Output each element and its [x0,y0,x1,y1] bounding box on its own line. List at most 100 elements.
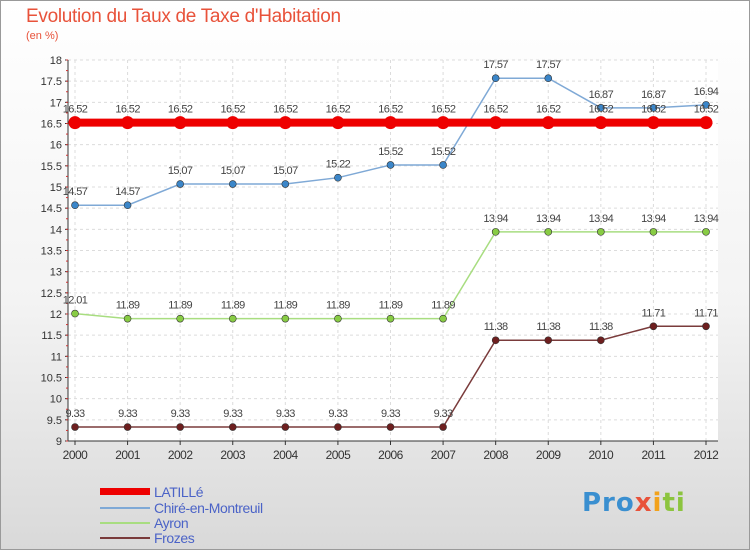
y-tick-label: 14.5 [41,203,62,215]
point-frozes [702,322,710,331]
x-tick-label: 2001 [115,448,141,462]
data-label-latille: 16.52 [63,104,88,116]
point-chire [544,74,553,83]
y-tick-label: 16.5 [41,119,62,131]
data-label-ayron: 11.89 [326,300,350,312]
data-label-latille: 16.52 [431,104,456,116]
data-label-ayron: 11.89 [379,300,403,312]
point-chire [439,161,447,169]
data-label-frozes: 9.33 [118,408,137,420]
data-label-latille: 16.52 [115,104,140,116]
data-label-chire: 15.07 [273,165,298,177]
data-label-frozes: 11.38 [484,321,508,333]
point-ayron [71,309,79,318]
data-label-latille: 16.52 [168,104,193,116]
legend-swatch-frozes [100,537,150,539]
point-latille [436,116,450,130]
point-ayron [491,228,500,236]
data-label-latille: 16.52 [694,104,719,116]
logo-part-ti: ti [662,488,686,518]
point-chire [334,173,342,182]
data-label-chire: 16.87 [589,89,614,101]
legend-label-chire: Chiré-en-Montreuil [154,500,263,516]
legend-swatch-chire [100,507,150,509]
y-tick-label: 15 [50,182,62,194]
data-label-chire: 14.57 [63,186,88,198]
point-frozes [597,336,605,345]
data-label-ayron: 13.94 [536,213,561,225]
point-chire [649,104,658,112]
data-label-frozes: 11.71 [642,307,666,319]
point-chire [176,180,184,188]
data-label-chire: 15.22 [326,159,351,171]
data-label-chire: 15.52 [431,146,456,158]
point-frozes [334,423,342,431]
x-tick-label: 2006 [378,448,404,462]
point-ayron [702,228,710,236]
y-tick-label: 14 [50,224,62,236]
data-label-chire: 14.57 [115,186,140,198]
point-latille [594,116,608,130]
point-frozes [439,423,447,431]
x-tick-label: 2008 [483,448,509,462]
point-ayron [281,314,290,323]
data-label-frozes: 9.33 [223,408,242,420]
data-label-latille: 16.52 [378,104,403,116]
data-label-ayron: 11.89 [221,300,245,312]
data-label-frozes: 11.38 [536,321,560,333]
y-tick-label: 10.5 [41,373,62,385]
point-ayron [123,314,132,323]
point-chire [228,180,237,188]
point-frozes [281,423,290,431]
chart-subtitle: (en %) [26,30,59,42]
x-tick-label: 2011 [642,448,667,462]
data-label-ayron: 13.94 [694,213,719,225]
point-frozes [228,423,237,431]
data-label-ayron: 11.89 [431,300,455,312]
data-label-chire: 15.07 [168,165,193,177]
data-label-ayron: 13.94 [589,213,614,225]
y-tick-label: 12.5 [41,288,62,300]
point-latille [331,116,345,130]
data-label-frozes: 9.33 [65,408,84,420]
point-frozes [649,322,658,331]
logo-part-x: x [634,488,653,518]
point-chire [386,161,395,169]
point-latille [173,116,187,130]
point-ayron [386,314,395,323]
y-tick-label: 17 [50,97,62,109]
point-ayron [176,314,184,323]
y-tick-label: 11 [51,351,62,363]
point-chire [491,74,500,83]
data-label-latille: 16.52 [273,104,298,116]
data-label-chire: 16.87 [641,89,666,101]
y-tick-label: 18 [50,55,62,67]
legend-label-frozes: Frozes [154,530,195,546]
point-latille [278,116,292,130]
y-tick-label: 17.5 [41,76,62,88]
point-frozes [491,336,500,345]
data-label-ayron: 11.89 [168,300,192,312]
data-label-chire: 15.52 [378,146,403,158]
point-frozes [176,423,184,431]
y-tick-label: 11.5 [41,330,62,342]
point-ayron [649,228,658,236]
point-frozes [544,336,553,345]
point-chire [702,101,710,109]
point-latille [541,116,555,130]
point-latille [121,116,135,130]
point-latille [226,116,240,130]
data-label-ayron: 13.94 [641,213,666,225]
data-label-frozes: 9.33 [434,408,453,420]
point-ayron [334,314,342,323]
point-latille [68,116,82,130]
point-frozes [386,423,395,431]
data-label-chire: 16.94 [694,86,719,98]
legend-swatch-latille [100,488,150,495]
data-label-ayron: 11.89 [116,300,140,312]
data-label-frozes: 11.38 [589,321,613,333]
point-chire [123,201,132,210]
data-label-latille: 16.52 [641,104,666,116]
logo-part-pro: Pro [582,488,635,518]
data-label-chire: 17.57 [536,59,561,71]
